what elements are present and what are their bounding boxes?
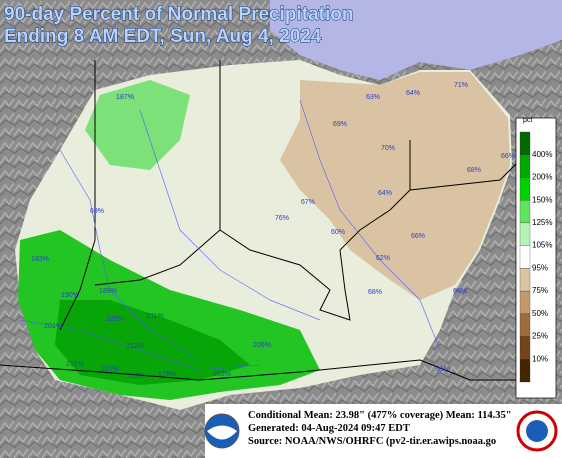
legend-swatch [519, 200, 531, 224]
legend-swatch [519, 290, 531, 314]
legend-label: 75% [532, 286, 548, 295]
legend-swatch [519, 154, 531, 178]
map-label: 203% [213, 371, 231, 378]
map-label: 187% [116, 94, 134, 101]
legend-swatch [519, 268, 531, 292]
border [94, 60, 221, 286]
map-labels: 187% 63% 64% 71% 69% 70% 66% 68% 64% 67% 69% 76% 60%… [31, 82, 515, 380]
map-label: 68% [368, 289, 382, 296]
map-label: 64% [378, 190, 392, 197]
map-label: 70% [381, 145, 395, 152]
rivers [19, 99, 441, 371]
map-label: 190% [61, 292, 79, 299]
info-box [205, 404, 562, 458]
wet-area-north [85, 80, 190, 170]
legend-swatch [519, 177, 531, 201]
border [219, 140, 411, 321]
map-label: 66% [411, 233, 425, 240]
legend-label: 50% [532, 309, 548, 318]
map-label: 183% [31, 256, 49, 263]
title-line: 90-day Percent of Normal Precipitation [4, 4, 354, 25]
map-label: 63% [366, 94, 380, 101]
legend-label: 200% [532, 173, 552, 182]
legend-label: 105% [532, 241, 552, 250]
river [59, 149, 201, 361]
legend-swatch [519, 131, 531, 155]
legend-swatch [519, 245, 531, 269]
map-label: 64% [406, 90, 420, 97]
noaa-logo-wave [207, 425, 237, 440]
legend: 400% 200% 150% 125% 105% 95% 75% 50% 25% 10% [519, 131, 552, 383]
legend-swatch [519, 313, 531, 337]
map-label: 211% [146, 313, 163, 320]
legend-swatch [519, 336, 531, 360]
river [19, 319, 261, 371]
legend-swatch [519, 359, 531, 383]
legend-label: 400% [532, 150, 552, 159]
map-label: 69% [333, 121, 347, 128]
map-label: 91% [436, 366, 450, 373]
state-borders [0, 60, 521, 381]
border [59, 60, 96, 331]
map-label: 76% [275, 215, 289, 222]
map-label: 201% [44, 323, 62, 330]
river [139, 109, 321, 321]
map-label: 60% [331, 229, 345, 236]
dry-area [280, 72, 510, 300]
info-line: Generated: 04-Aug-2024 09:47 EDT [248, 423, 410, 434]
border [409, 159, 521, 191]
map-label: 178% [158, 371, 176, 378]
river [299, 99, 441, 351]
map-label: 62% [376, 255, 390, 262]
map-label: 231% [66, 361, 84, 368]
legend-label: 95% [532, 263, 548, 272]
map-label: 66% [501, 153, 515, 160]
legend-label: 25% [532, 332, 548, 341]
legend-title: pct [523, 117, 532, 124]
map-label: 227% [101, 366, 119, 373]
legend-label: 150% [532, 195, 552, 204]
info-line: Conditional Mean: 23.98" (477% coverage)… [248, 410, 512, 421]
map-label: 69% [90, 208, 104, 215]
map-label: 206% [253, 342, 271, 349]
map-label: 189% [99, 288, 117, 295]
map-label: 68% [467, 167, 481, 174]
info-line: Source: NOAA/NWS/OHRFC (pv2-tir.er.awips… [248, 436, 496, 447]
legend-label: 10% [532, 354, 548, 363]
map-label: 66% [453, 288, 467, 295]
lake-erie [270, 0, 562, 80]
map-label: 71% [454, 82, 468, 89]
legend-label: 125% [532, 218, 552, 227]
wettest-area [55, 300, 250, 385]
map-label: 212% [126, 343, 144, 350]
map-label: 213% [128, 373, 146, 380]
title-line: Ending 8 AM EDT, Sun, Aug 4, 2024 [4, 26, 322, 47]
map-label: 67% [301, 199, 315, 206]
legend-swatch [519, 222, 531, 246]
nws-logo-center [526, 420, 548, 442]
border [0, 359, 520, 381]
map-label: 225% [106, 316, 124, 323]
